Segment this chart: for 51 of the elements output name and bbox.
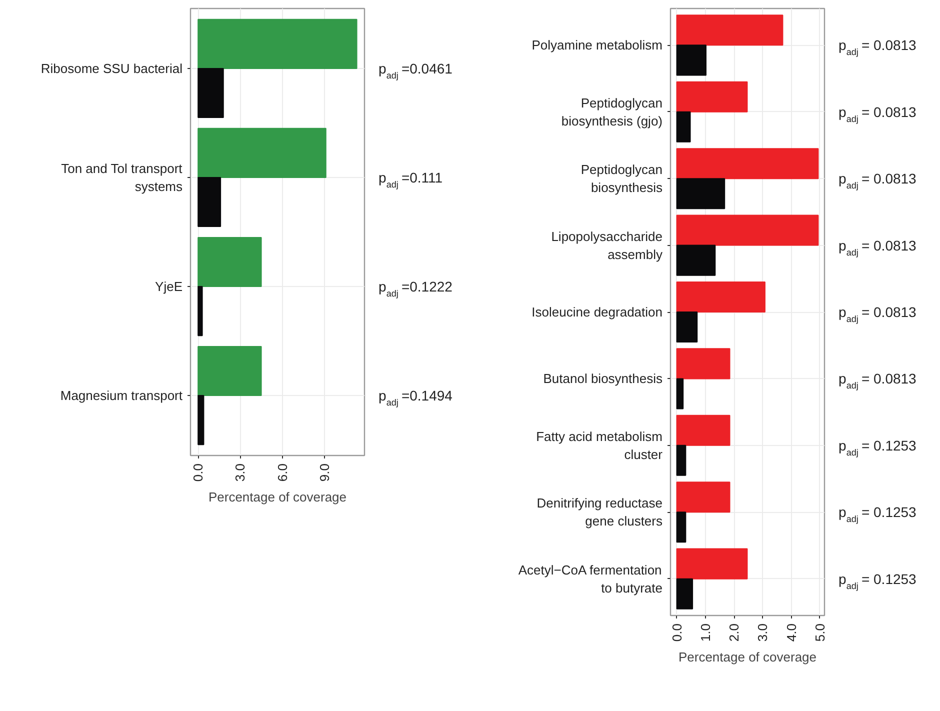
bar [198,68,224,118]
x-axis-title: Percentage of coverage [678,650,817,665]
y-tick-label: Ribosome SSU bacterial [40,60,183,76]
bar [676,348,730,380]
x-tick-label: 0.0 [190,463,206,482]
bar [676,482,730,513]
bar [198,128,326,178]
bar [198,176,222,228]
x-tick-label: 6.0 [274,463,290,482]
y-tick-label: Polyamine metabolism [532,38,663,53]
x-tick-label: 0.0 [669,623,684,642]
bar [676,548,748,580]
y-tick-label: Butanol biosynthesis [543,371,663,386]
y-tick-label: Isoleucine degradation [532,304,663,320]
y-tick-label: Peptidoglycan biosynthesis (gjo) [561,95,663,128]
bar [198,18,358,69]
bar [676,178,726,210]
bar [198,346,262,396]
x-tick-label: 2.0 [726,623,742,642]
x-tick-label: 1.0 [698,623,713,642]
y-tick-label: Fatty acid metabolism cluster [536,428,664,462]
y-tick-label: Acetyl−CoA fermentation to butyrate [518,562,663,596]
x-tick-label: 9.0 [316,463,332,482]
bar [676,81,748,112]
bar [676,111,691,142]
bar [198,286,203,336]
y-tick-label: Ton and Tol transport systems [61,160,183,194]
x-tick-label: 3.0 [232,463,248,482]
y-tick-label: Denitrifying reductase gene clusters [536,496,663,529]
y-tick-label: YjeE [155,279,183,294]
bar [676,444,686,476]
bar [676,378,684,410]
bar [198,395,204,446]
x-tick-label: 4.0 [784,623,799,642]
bar [676,578,694,610]
bar [198,236,262,288]
x-tick-label: 5.0 [812,623,828,642]
bar [676,214,819,246]
bar [676,148,819,180]
bar [676,414,730,446]
bar [676,244,716,276]
y-tick-label: Peptidoglycan biosynthesis [580,162,663,196]
bar [676,312,698,343]
y-tick-label: Lipopolysaccharide assembly [551,228,663,262]
y-tick-label: Magnesium transport [60,388,183,404]
x-axis-title: Percentage of coverage [208,490,347,505]
bar [676,281,766,312]
x-tick-label: 3.0 [755,623,770,642]
bar [676,14,784,46]
bar [676,44,706,76]
bar [676,512,686,543]
